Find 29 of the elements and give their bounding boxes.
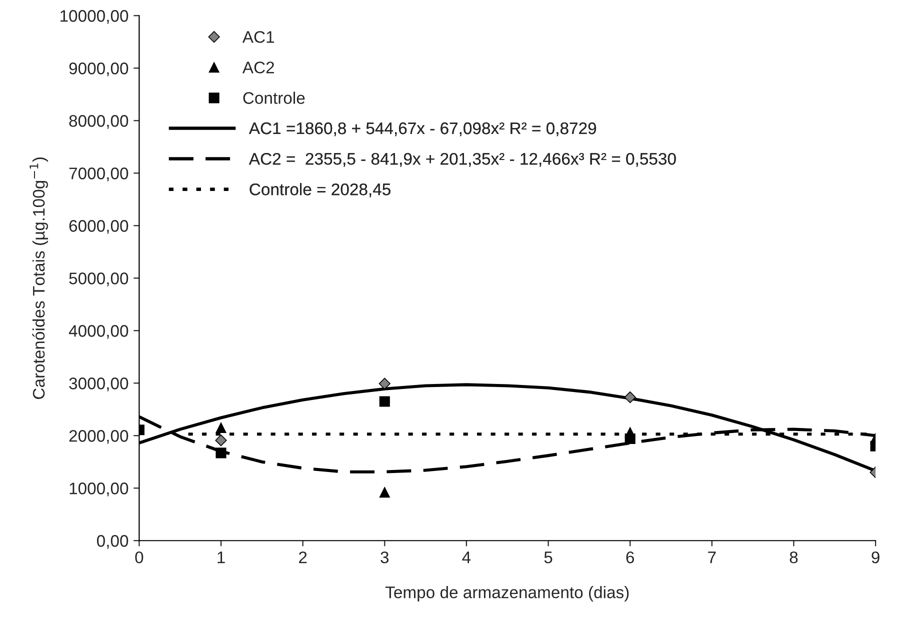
legend-label: AC2 = 2355,5 - 841,9x + 201,35x² - 12,466x³ R² = 0,5530 xyxy=(248,152,676,167)
y-tick-label: 5000,00 xyxy=(69,272,128,286)
x-tick-label: 5 xyxy=(544,552,552,564)
x-tick-label: 0 xyxy=(135,551,144,564)
x-tick-label: 3 xyxy=(380,551,389,564)
y-axis-title: Carotenóides Totais (µg.100g$^{−1}$) xyxy=(30,158,48,399)
legend-label: Controle = 2028,45 xyxy=(250,183,390,198)
x-tick-label: 7 xyxy=(708,552,716,564)
x-axis-title: Tempo de armazenamento (dias) xyxy=(385,586,629,602)
x-tick-label: 6 xyxy=(626,551,634,564)
y-tick-label: 1000,00 xyxy=(70,482,128,496)
y-tick-label: 2000,00 xyxy=(69,430,128,444)
y-tick-label: 10000,00 xyxy=(60,10,128,24)
x-tick-label: 4 xyxy=(462,552,471,564)
x-tick-label: 9 xyxy=(872,551,880,564)
y-tick-label: 4000,00 xyxy=(68,325,128,339)
y-tick-label: 0,00 xyxy=(96,535,128,549)
y-tick-label: 6000,00 xyxy=(69,220,128,234)
y-tick-label: 8000,00 xyxy=(69,115,128,129)
legend-label: AC1 xyxy=(242,31,274,43)
y-tick-label: 3000,00 xyxy=(69,378,128,392)
x-tick-label: 2 xyxy=(299,551,307,564)
legend-label: AC2 xyxy=(242,62,274,74)
x-tick-label: 8 xyxy=(790,551,798,564)
legend-label: AC1 =1860,8 + 544,67x - 67,098x² R² = 0,8729 xyxy=(248,122,596,136)
y-tick-label: 9000,00 xyxy=(69,62,128,76)
x-tick-label: 1 xyxy=(218,552,225,564)
legend-label: Controle xyxy=(243,92,305,104)
y-tick-label: 7000,00 xyxy=(69,168,128,182)
